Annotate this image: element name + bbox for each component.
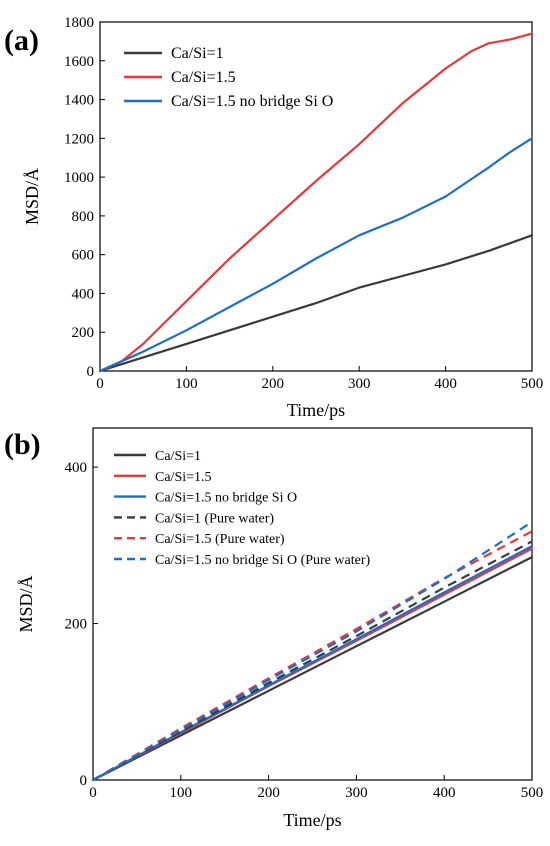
- x-tick-label-a: 400: [434, 376, 457, 392]
- legend-label-b-3: Ca/Si=1 (Pure water): [155, 511, 274, 526]
- y-tick-label-b: 400: [65, 460, 88, 476]
- legend-label-b-0: Ca/Si=1: [155, 449, 201, 464]
- x-tick-label-b: 500: [521, 785, 544, 801]
- y-tick-label-a: 1600: [64, 54, 94, 70]
- x-tick-label-a: 100: [175, 376, 198, 392]
- series-line-a-0: [98, 234, 534, 373]
- y-tick-label-b: 200: [65, 617, 88, 633]
- x-tick-label-a: 200: [262, 376, 285, 392]
- series-line-b-5: [92, 520, 533, 781]
- panel-label-b: (b): [4, 428, 41, 461]
- series-line-a-2: [98, 137, 534, 373]
- x-tick-label-b: 0: [89, 785, 97, 801]
- x-tick-label-b: 300: [345, 785, 368, 801]
- y-tick-label-a: 1400: [64, 93, 94, 109]
- legend-label-a-1: Ca/Si=1.5: [171, 69, 236, 86]
- y-axis-title-b: MSD/Å: [16, 575, 36, 632]
- y-tick-label-a: 800: [72, 209, 95, 225]
- x-tick-label-b: 400: [433, 785, 456, 801]
- y-tick-label-b: 0: [80, 773, 88, 789]
- y-tick-label-a: 0: [87, 364, 95, 380]
- chart-panel-a: (a) 0 100 200 300 400 500 0 200 400 600 800 1000 1200…: [4, 15, 543, 420]
- series-line-b-3: [92, 540, 533, 781]
- x-axis-title-b: Time/ps: [283, 810, 341, 830]
- legend-label-b-4: Ca/Si=1.5 (Pure water): [155, 532, 285, 547]
- y-tick-label-a: 1800: [64, 15, 94, 31]
- legend-label-a-2: Ca/Si=1.5 no bridge Si O: [171, 93, 333, 110]
- x-tick-label-a: 0: [96, 376, 104, 392]
- x-tick-label-b: 100: [170, 785, 193, 801]
- series-line-b-0: [91, 555, 534, 782]
- x-axis-title-a: Time/ps: [287, 400, 345, 420]
- legend-label-b-5: Ca/Si=1.5 no bridge Si O (Pure water): [155, 553, 370, 568]
- y-tick-label-a: 1200: [64, 131, 94, 147]
- legend-label-b-1: Ca/Si=1.5: [155, 470, 212, 485]
- x-tick-label-b: 200: [257, 785, 280, 801]
- chart-panel-b: (b) 0 100 200 300 400 500 0 200 400 Time/ps MSD/Å Ca…: [4, 427, 544, 830]
- legend-label-a-0: Ca/Si=1: [171, 45, 224, 62]
- series-line-b-2: [91, 544, 534, 782]
- panel-label-a: (a): [4, 24, 39, 57]
- y-tick-label-a: 200: [72, 325, 95, 341]
- x-tick-label-a: 300: [348, 376, 371, 392]
- series-line-a-1: [98, 32, 534, 373]
- y-tick-label-a: 400: [72, 286, 95, 302]
- plot-frame-a: [99, 21, 533, 372]
- y-tick-label-a: 600: [72, 248, 95, 264]
- y-tick-label-a: 1000: [64, 170, 94, 186]
- series-line-b-4: [92, 530, 533, 781]
- plot-frame-b: [92, 427, 533, 781]
- legend-label-b-2: Ca/Si=1.5 no bridge Si O: [155, 491, 297, 506]
- x-tick-label-a: 500: [521, 376, 544, 392]
- y-axis-title-a: MSD/Å: [22, 168, 42, 225]
